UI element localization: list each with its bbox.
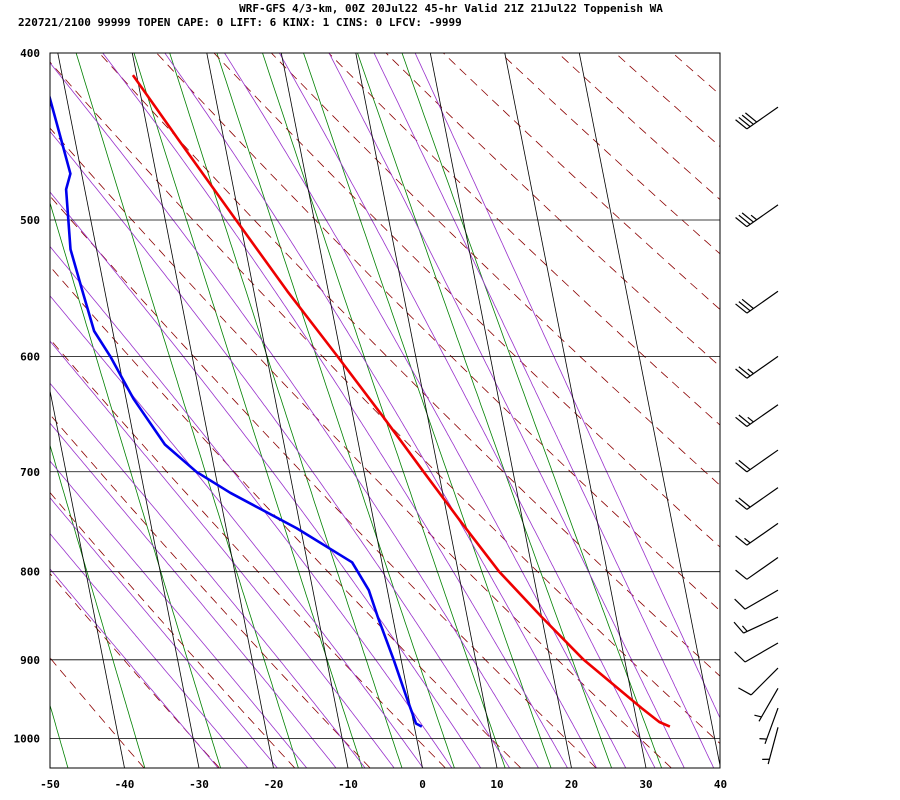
temperature-tick-label: -20	[264, 778, 284, 791]
isotherm-line	[57, 53, 200, 768]
dry-adiabat-line	[50, 657, 145, 768]
header-line-2: 220721/2100 99999 TOPEN CAPE: 0 LIFT: 6 …	[18, 16, 462, 29]
isotherm-line	[280, 53, 423, 768]
dry-adiabat-line	[50, 573, 220, 768]
isotherm-line	[355, 53, 498, 768]
moist-adiabat-line	[50, 130, 511, 768]
plot-frame	[49, 52, 721, 769]
wind-barb	[735, 355, 779, 379]
dry-adiabat-line	[672, 53, 720, 96]
temperature-profile	[131, 74, 671, 728]
dry-adiabat-line	[50, 338, 446, 768]
moist-adiabat-line	[373, 53, 715, 768]
mixing-ratio-line	[133, 53, 363, 768]
wind-barb	[735, 522, 779, 546]
moist-adiabat-line	[50, 460, 308, 768]
mixing-ratio-line	[50, 443, 146, 768]
pressure-tick-label: 900	[20, 654, 40, 667]
wind-barb	[759, 707, 779, 745]
dry-adiabat-line	[443, 53, 720, 310]
isotherm-line	[131, 53, 274, 768]
pressure-tick-label: 800	[20, 566, 40, 579]
dry-adiabat-line	[50, 265, 522, 768]
mixing-ratio-line	[169, 53, 403, 768]
wind-barb	[762, 727, 779, 765]
dry-adiabat-line	[730, 53, 900, 768]
dry-adiabat-line	[156, 53, 720, 612]
pressure-tick-label: 700	[20, 466, 40, 479]
temperature-tick-label: 0	[419, 778, 426, 791]
moist-adiabat-line	[50, 295, 424, 768]
moist-adiabat-line	[50, 62, 539, 768]
pressure-tick-label: 1000	[14, 733, 41, 746]
wind-barb	[754, 688, 779, 722]
wind-barb	[735, 487, 779, 510]
temperature-tick-label: -30	[189, 778, 209, 791]
dry-adiabat-line	[213, 53, 720, 548]
moist-adiabat-line	[50, 422, 337, 768]
dry-adiabat-line	[557, 53, 720, 201]
header-line-1: WRF-GFS 4/3-km, 00Z 20Jul22 45-hr Valid …	[239, 2, 663, 15]
dry-adiabat-line	[50, 61, 720, 745]
dry-adiabat-line	[615, 53, 720, 148]
pressure-tick-label: 500	[20, 214, 40, 227]
wind-barb	[738, 667, 779, 696]
dry-adiabat-line	[845, 53, 900, 768]
moist-adiabat-line	[278, 53, 656, 768]
dry-adiabat-line	[50, 413, 371, 768]
moist-adiabat-line	[414, 53, 720, 719]
moist-adiabat-line	[50, 340, 395, 768]
wind-barb	[734, 642, 779, 663]
mixing-ratio-line	[50, 201, 221, 768]
wind-barb	[735, 204, 779, 228]
isotherm-line	[429, 53, 572, 768]
wind-barb	[735, 106, 779, 130]
plot-grid-lines	[50, 53, 900, 768]
mixing-ratio-line	[303, 53, 552, 768]
wind-barb	[735, 290, 779, 314]
dry-adiabat-line	[50, 127, 672, 768]
moist-adiabat-line	[102, 53, 568, 768]
moist-adiabat-line	[224, 53, 627, 768]
moist-adiabat-line	[50, 245, 453, 768]
wind-barb	[735, 557, 779, 580]
dry-adiabat-line	[500, 53, 720, 255]
dry-adiabat-line	[787, 53, 900, 768]
temperature-tick-label: 40	[714, 778, 727, 791]
wind-barbs	[733, 106, 779, 765]
pressure-tick-label: 400	[20, 47, 40, 60]
temperature-tick-label: 30	[639, 778, 652, 791]
isotherm-line	[50, 388, 125, 768]
dry-adiabat-line	[328, 53, 720, 426]
temperature-tick-label: -50	[40, 778, 60, 791]
mixing-ratio-line	[357, 53, 612, 768]
temperature-tick-label: 10	[490, 778, 503, 791]
pressure-tick-label: 600	[20, 350, 40, 363]
dry-adiabat-line	[50, 491, 296, 768]
moist-adiabat-line	[50, 191, 482, 768]
moist-adiabat-line	[50, 382, 366, 768]
temperature-tick-label: 20	[565, 778, 578, 791]
temperature-tick-label: -40	[115, 778, 135, 791]
wind-barb	[735, 404, 779, 427]
moist-adiabat-line	[164, 53, 598, 768]
moist-adiabat-line	[50, 497, 278, 768]
isotherm-line	[206, 53, 349, 768]
moist-adiabat-line	[328, 53, 685, 768]
temperature-tick-label: -10	[338, 778, 358, 791]
isotherm-line	[578, 53, 720, 768]
dry-adiabat-line	[385, 53, 720, 368]
moist-adiabat-line	[50, 568, 219, 768]
wind-barb	[734, 589, 779, 610]
sounding-profiles	[50, 74, 671, 728]
dewpoint-profile	[50, 93, 423, 728]
wind-barb	[733, 616, 779, 634]
temperature-tick-labels: -50 -40 -30 -20 -10 0 10 20 30 40	[40, 778, 727, 791]
isotherm-line	[504, 53, 647, 768]
mixing-ratio-line	[262, 53, 506, 768]
wind-barb	[735, 449, 779, 473]
dry-adiabat-line	[99, 53, 720, 677]
pressure-tick-labels: 400 500 600 700 800 900 1000	[14, 47, 41, 746]
